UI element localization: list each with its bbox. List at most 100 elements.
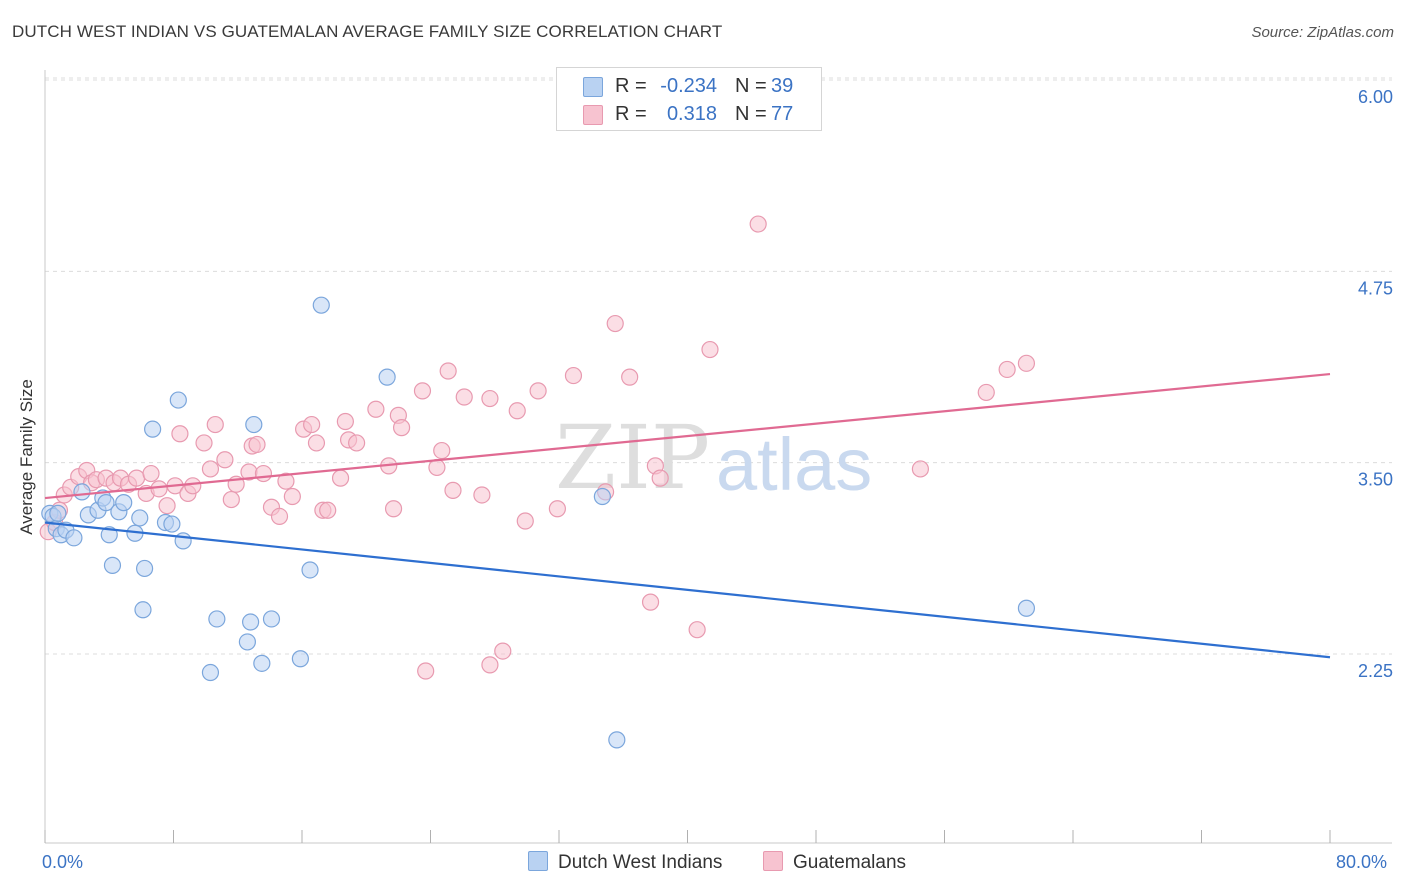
dutch-west-indian-point	[608, 731, 626, 749]
guatemalan-point	[417, 662, 435, 680]
trend-line-dutch-west-indians	[44, 521, 1331, 659]
legend-r-value: 0.318	[666, 103, 717, 125]
guatemalan-point	[548, 500, 566, 518]
data-points	[39, 215, 1036, 749]
correlation-legend: R = -0.234 N = 39 R = 0.318 N = 77	[556, 67, 822, 131]
dutch-west-indian-point	[593, 487, 611, 506]
y-axis-label: Average Family Size	[17, 379, 36, 535]
guatemalan-point	[142, 464, 160, 483]
legend-r-label: R =	[615, 75, 647, 97]
guatemalan-point	[336, 412, 354, 431]
dutch-west-indian-point	[242, 613, 260, 631]
x-tick-label-min: 0.0%	[42, 852, 84, 872]
guatemalan-point	[171, 425, 189, 443]
dutch-west-indian-point	[253, 654, 271, 672]
guatemalan-point	[319, 501, 337, 519]
y-tick-label: 2.25	[1358, 661, 1393, 681]
guatemalan-point	[331, 469, 350, 487]
guatemalan-point	[606, 314, 624, 333]
y-tick-label: 4.75	[1358, 278, 1393, 298]
guatemalan-point	[977, 383, 995, 402]
x-tick-label-max: 80.0%	[1336, 852, 1388, 872]
chart-title: DUTCH WEST INDIAN VS GUATEMALAN AVERAGE …	[12, 22, 723, 41]
dutch-west-indian-point	[131, 509, 149, 527]
legend-r-value: -0.234	[660, 75, 717, 97]
dutch-west-indian-point	[301, 561, 319, 579]
guatemalan-point	[998, 360, 1016, 379]
dutch-west-indian-point	[115, 494, 133, 512]
legend-n-value: 39	[771, 75, 794, 97]
series-name: Guatemalans	[793, 852, 907, 873]
guatemalan-point	[481, 389, 499, 408]
legend-r-label: R =	[615, 103, 647, 125]
guatemalan-point	[433, 441, 451, 460]
dutch-west-indian-point	[245, 415, 263, 434]
guatemalan-point	[413, 382, 432, 400]
guatemalan-point	[621, 368, 639, 386]
guatemalan-point	[367, 400, 385, 418]
guatemalan-point	[248, 435, 266, 454]
source-credit: Source: ZipAtlas.com	[1251, 24, 1394, 41]
guatemalan-point	[1017, 354, 1036, 372]
guatemalan-point	[481, 656, 499, 674]
guatemalan-point	[651, 469, 669, 487]
guatemalan-point	[150, 480, 168, 498]
series-swatch-pink	[763, 851, 783, 871]
watermark-zip: ZIP	[555, 406, 710, 509]
legend-row-guatemalans: R = 0.318 N = 77	[557, 101, 821, 127]
guatemalan-point	[688, 621, 706, 639]
guatemalan-point	[494, 642, 512, 660]
series-swatch-blue	[528, 851, 548, 871]
guatemalan-point	[455, 388, 473, 406]
guatemalan-point	[222, 490, 240, 509]
guatemalan-point	[307, 434, 326, 452]
guatemalan-point	[749, 215, 767, 233]
dutch-west-indian-point	[65, 529, 83, 547]
guatemalan-point	[277, 472, 295, 490]
dutch-west-indian-point	[208, 610, 226, 628]
guatemalan-point	[641, 593, 660, 611]
dutch-west-indian-point	[103, 556, 122, 574]
dutch-west-indian-point	[73, 483, 91, 501]
dutch-west-indian-point	[262, 610, 281, 628]
guatemalan-point	[184, 477, 202, 495]
y-tick-label: 3.50	[1358, 470, 1393, 490]
series-legend-dutch-west-indians: Dutch West Indians	[528, 851, 722, 874]
dutch-west-indian-point	[238, 633, 256, 651]
dutch-west-indian-point	[134, 601, 152, 619]
series-legend-guatemalans: Guatemalans	[763, 851, 906, 874]
legend-row-dutch-west-indians: R = -0.234 N = 39	[557, 73, 821, 99]
grid-lines	[45, 77, 1392, 655]
guatemalan-point	[158, 497, 176, 515]
guatemalan-point	[254, 464, 273, 483]
guatemalan-point	[564, 366, 583, 385]
guatemalan-point	[384, 500, 403, 518]
dutch-west-indian-point	[163, 515, 181, 533]
guatemalan-point	[206, 415, 224, 434]
series-name: Dutch West Indians	[558, 852, 723, 873]
guatemalan-point	[216, 451, 234, 469]
trend-line-guatemalans	[44, 372, 1331, 500]
dutch-west-indian-point	[169, 391, 187, 409]
dutch-west-indian-point	[144, 420, 162, 438]
guatemalan-point	[201, 460, 220, 478]
guatemalan-point	[516, 512, 534, 530]
dutch-west-indian-point	[201, 663, 220, 682]
watermark: ZIP atlas	[555, 406, 872, 509]
legend-swatch-blue	[583, 77, 603, 97]
watermark-atlas: atlas	[716, 423, 872, 506]
guatemalan-point	[348, 434, 366, 452]
guatemalan-point	[270, 507, 289, 526]
guatemalan-point	[195, 434, 213, 452]
trend-lines	[44, 372, 1331, 659]
axes	[44, 70, 1392, 844]
guatemalan-point	[529, 382, 547, 400]
dutch-west-indian-point	[312, 296, 330, 314]
dutch-west-indian-point	[49, 504, 67, 522]
dutch-west-indian-point	[174, 532, 192, 550]
guatemalan-point	[392, 419, 411, 437]
legend-n-label: N =	[735, 75, 767, 97]
guatemalan-point	[303, 415, 321, 434]
dutch-west-indian-point	[1017, 599, 1036, 617]
